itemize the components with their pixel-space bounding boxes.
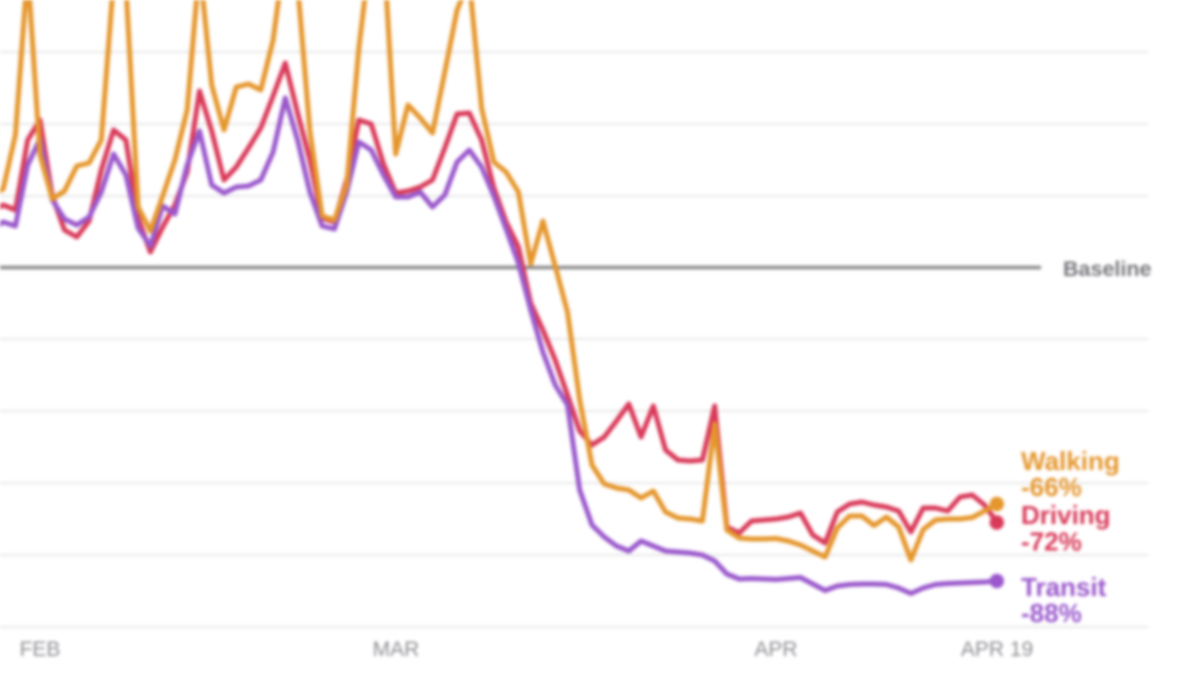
svg-text:MAR: MAR: [373, 638, 420, 661]
svg-text:FEB: FEB: [20, 638, 61, 661]
svg-text:APR: APR: [754, 638, 797, 661]
svg-text:-88%: -88%: [1021, 598, 1082, 628]
svg-text:Walking: Walking: [1021, 446, 1120, 476]
svg-text:Baseline: Baseline: [1063, 257, 1151, 281]
svg-text:APR 19: APR 19: [961, 638, 1033, 661]
svg-text:Driving: Driving: [1021, 500, 1111, 530]
svg-text:-72%: -72%: [1021, 527, 1082, 557]
svg-text:Transit: Transit: [1021, 572, 1107, 602]
svg-text:-66%: -66%: [1021, 472, 1082, 502]
